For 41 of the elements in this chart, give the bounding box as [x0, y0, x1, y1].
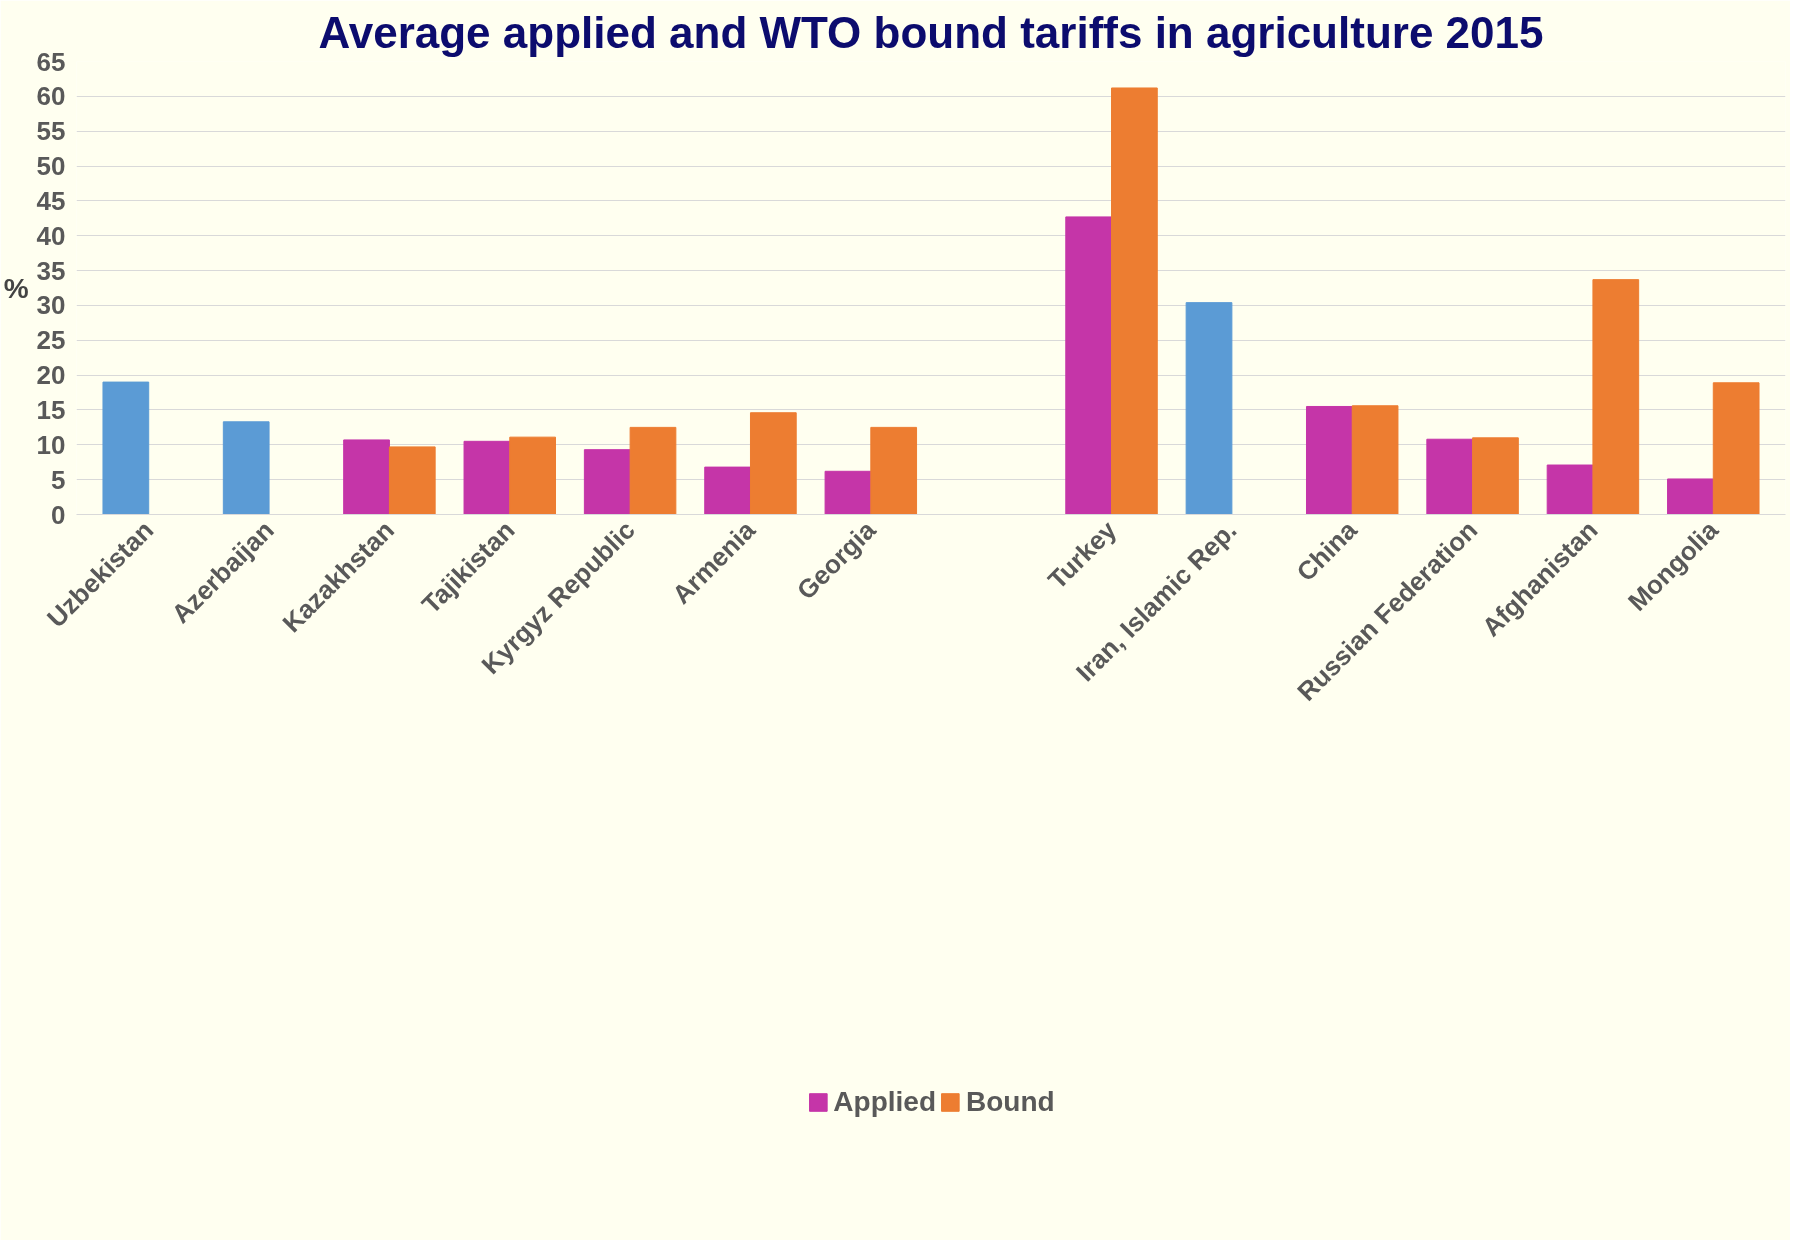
bar [870, 426, 918, 515]
y-tick-label: 30 [36, 290, 66, 321]
y-tick-label: 20 [36, 360, 66, 391]
y-tick-label: 0 [51, 499, 66, 530]
bar [388, 446, 436, 515]
y-tick-label: 10 [36, 429, 66, 460]
bar [343, 439, 390, 515]
bar [629, 426, 677, 515]
y-tick-label: 35 [36, 255, 66, 286]
bar [1667, 478, 1714, 515]
bar [1306, 405, 1353, 515]
bar [1351, 405, 1399, 515]
bar [1426, 438, 1474, 515]
y-axis-title: % [3, 272, 29, 304]
bar [704, 466, 751, 515]
bar [583, 449, 631, 515]
bar [824, 470, 872, 515]
bar [509, 436, 556, 515]
bar [102, 381, 150, 515]
y-tick-label: 65 [36, 46, 66, 77]
bar [1065, 216, 1113, 515]
bar [222, 421, 270, 515]
y-tick-label: 55 [36, 116, 66, 147]
y-tick-label: 45 [36, 185, 66, 216]
bar [1592, 279, 1640, 515]
y-tick-label: 15 [36, 394, 66, 425]
bar [1472, 437, 1519, 515]
chart-title: Average applied and WTO bound tariffs in agriculture 2015 [318, 7, 1544, 57]
legend-label: Bound [966, 1086, 1055, 1118]
y-tick-label: 40 [36, 220, 66, 251]
y-tick-label: 25 [36, 325, 66, 356]
y-tick-label: 60 [36, 81, 66, 112]
bar [1712, 382, 1760, 515]
bar [1111, 87, 1158, 515]
y-tick-label: 5 [51, 464, 66, 495]
bar [463, 440, 511, 515]
legend-label: Applied [833, 1086, 937, 1118]
y-tick-label: 50 [36, 151, 66, 182]
bar [749, 412, 797, 515]
bar [1546, 464, 1594, 515]
bar [1185, 302, 1233, 515]
